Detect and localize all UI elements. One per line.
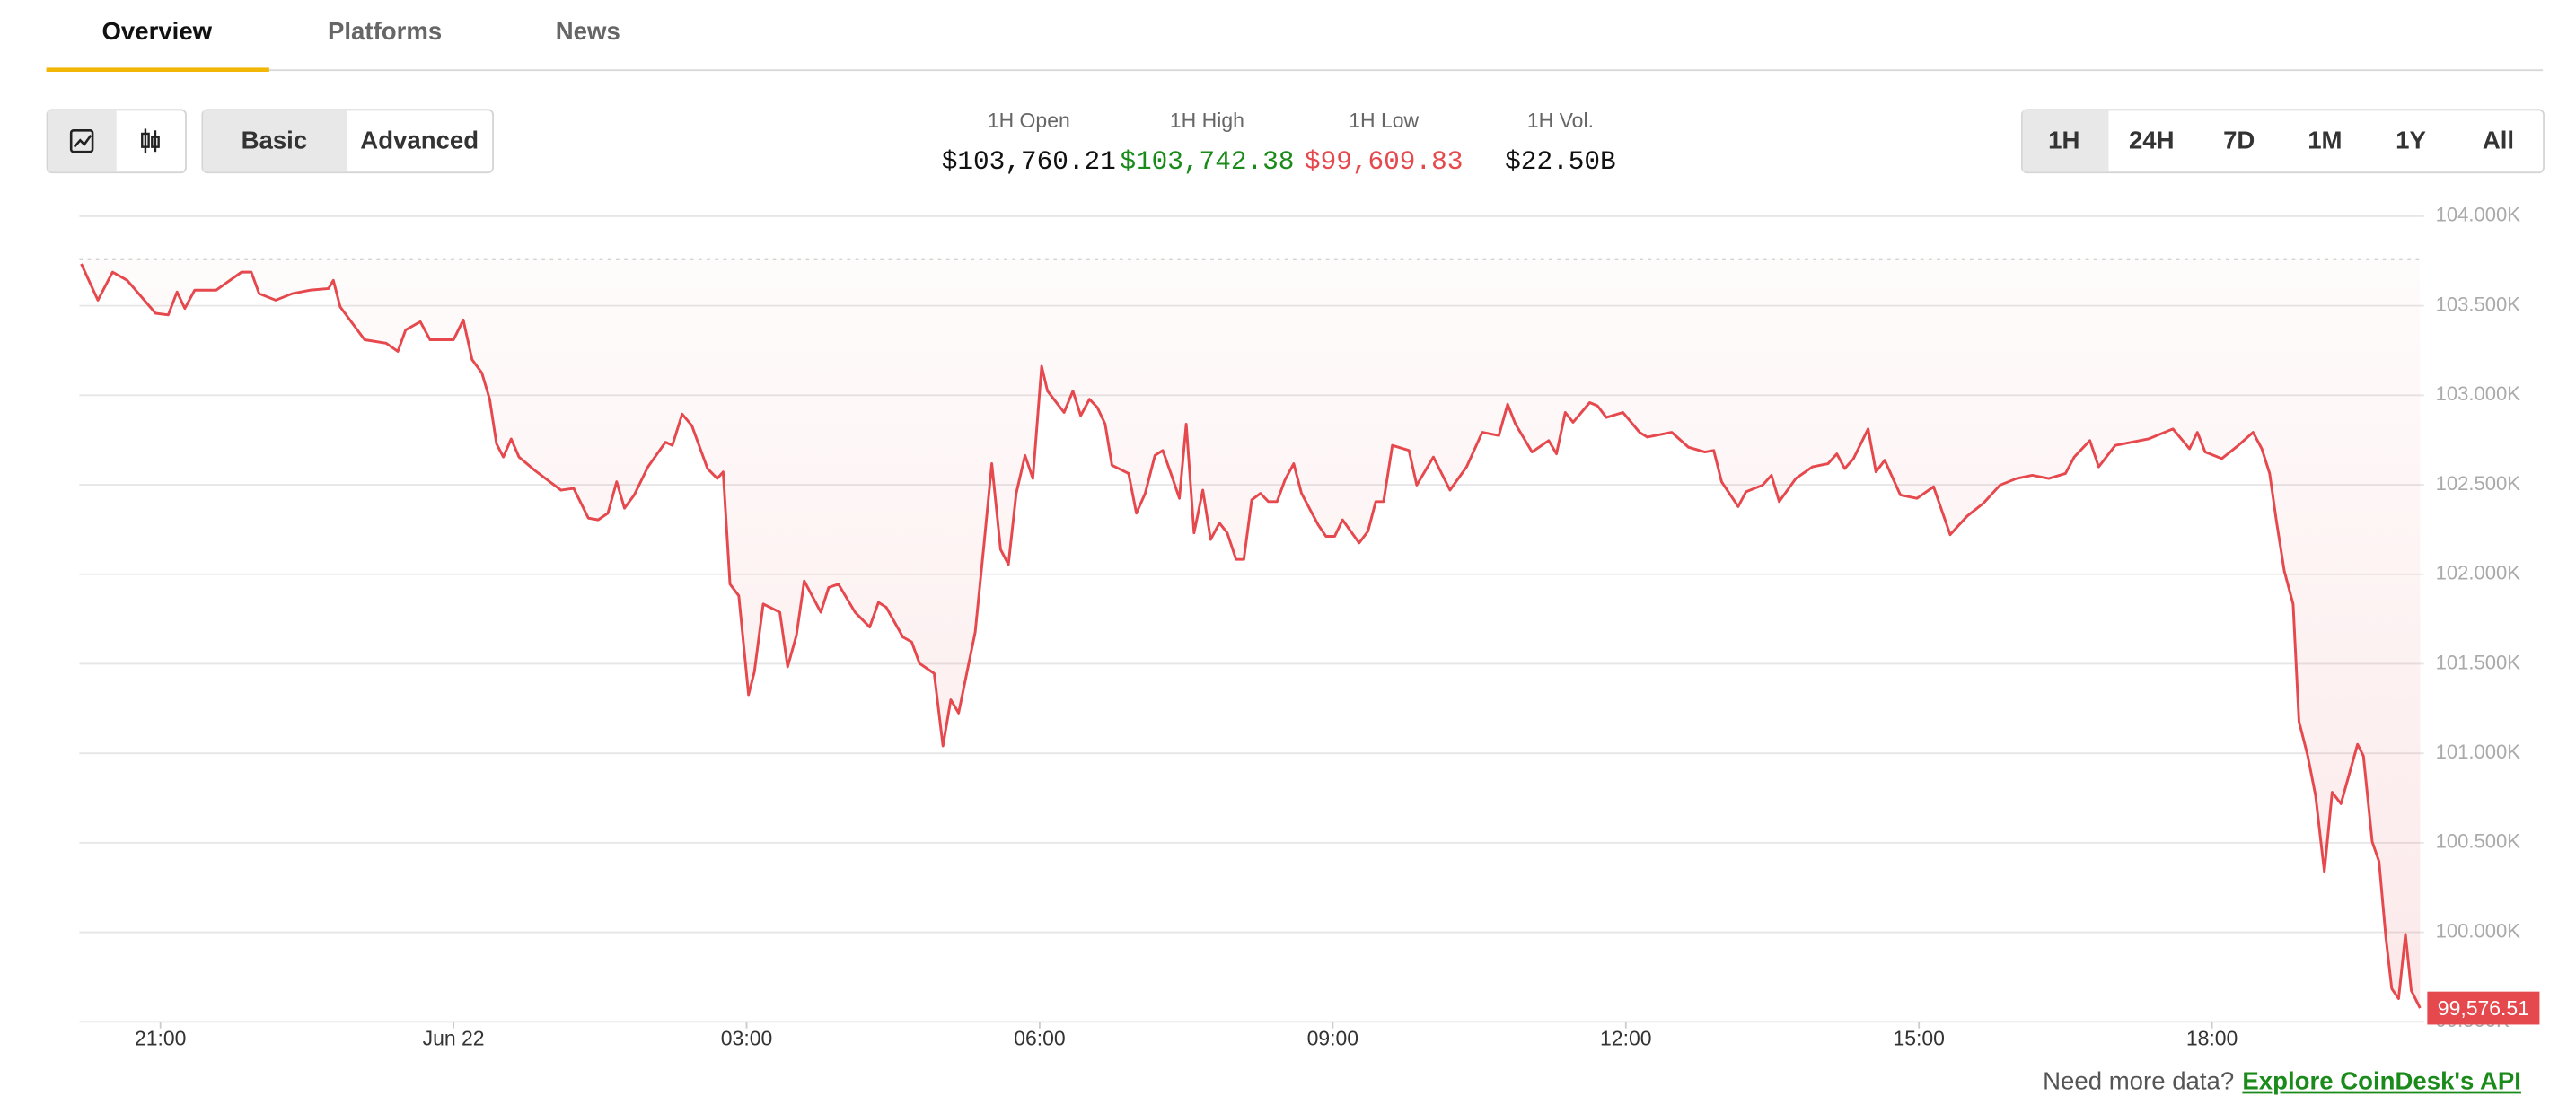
last-price-tag <box>2427 991 2540 1025</box>
timeframe-button[interactable]: 1M <box>2308 126 2342 153</box>
timeframe-selector: 1H 24H 7D 1M 1Y All <box>2020 109 2545 174</box>
stat-value: $99,609.83 <box>1305 147 1463 177</box>
timeframe-button[interactable]: 1Y <box>2396 126 2426 153</box>
x-tick-label: 15:00 <box>1893 1027 1944 1050</box>
footer-text: Need more data? <box>2043 1067 2234 1095</box>
line-icon <box>69 128 94 153</box>
timeframe-selected <box>2022 110 2109 172</box>
tab[interactable]: News <box>556 17 620 45</box>
timeframe-button[interactable]: All <box>2483 126 2514 153</box>
x-tick-label: 09:00 <box>1307 1027 1358 1050</box>
y-tick-label: 103.500K <box>2436 293 2521 315</box>
stat-value: $22.50B <box>1505 147 1616 177</box>
y-tick-label: 101.500K <box>2436 651 2521 673</box>
stat-label: 1H Open <box>988 109 1070 132</box>
tab[interactable]: Platforms <box>328 17 442 45</box>
x-tick-label: 18:00 <box>2186 1027 2238 1050</box>
chart-type-toggle <box>46 109 187 174</box>
stat-value: $103,760.21 <box>942 147 1116 177</box>
y-tick-label: 103.000K <box>2436 382 2521 405</box>
stat-label: 1H Low <box>1349 109 1419 132</box>
y-tick-label: 102.500K <box>2436 472 2521 495</box>
price-chart: 99.500K100.000K100.500K101.000K101.500K1… <box>79 204 2540 1050</box>
stat-label: 1H Vol. <box>1527 109 1594 132</box>
stat-label: 1H High <box>1170 109 1244 132</box>
tab[interactable]: Overview <box>101 17 212 45</box>
y-tick-label: 101.000K <box>2436 741 2521 763</box>
x-tick-label: 21:00 <box>135 1027 186 1050</box>
x-tick-label: 12:00 <box>1600 1027 1651 1050</box>
mode-toggle: Basic Advanced <box>201 109 494 174</box>
toggle-frame <box>2020 109 2545 174</box>
api-link[interactable]: Explore CoinDesk's API <box>2242 1067 2521 1095</box>
last-price-label: 99,576.51 <box>2438 996 2529 1020</box>
tab-underline <box>46 67 269 72</box>
candle-icon[interactable] <box>141 128 160 154</box>
timeframe-button[interactable]: 24H <box>2129 126 2175 153</box>
stat-value: $103,742.38 <box>1120 147 1294 177</box>
y-tick-label: 100.500K <box>2436 830 2521 853</box>
basic-selected <box>203 110 347 172</box>
x-tick-label: 03:00 <box>721 1027 772 1050</box>
timeframe-button[interactable]: 7D <box>2223 126 2255 153</box>
y-tick-label: 104.000K <box>2436 204 2521 226</box>
price-line <box>80 263 2422 1009</box>
mode-button[interactable]: Advanced <box>360 126 479 153</box>
y-tick-label: 102.000K <box>2436 562 2521 584</box>
x-tick-label: Jun 22 <box>423 1027 485 1050</box>
y-tick-label: 100.000K <box>2436 919 2521 942</box>
mode-button[interactable]: Basic <box>242 126 308 153</box>
price-area <box>81 259 2421 1009</box>
x-tick-label: 06:00 <box>1014 1027 1065 1050</box>
timeframe-button[interactable]: 1H <box>2048 126 2079 153</box>
